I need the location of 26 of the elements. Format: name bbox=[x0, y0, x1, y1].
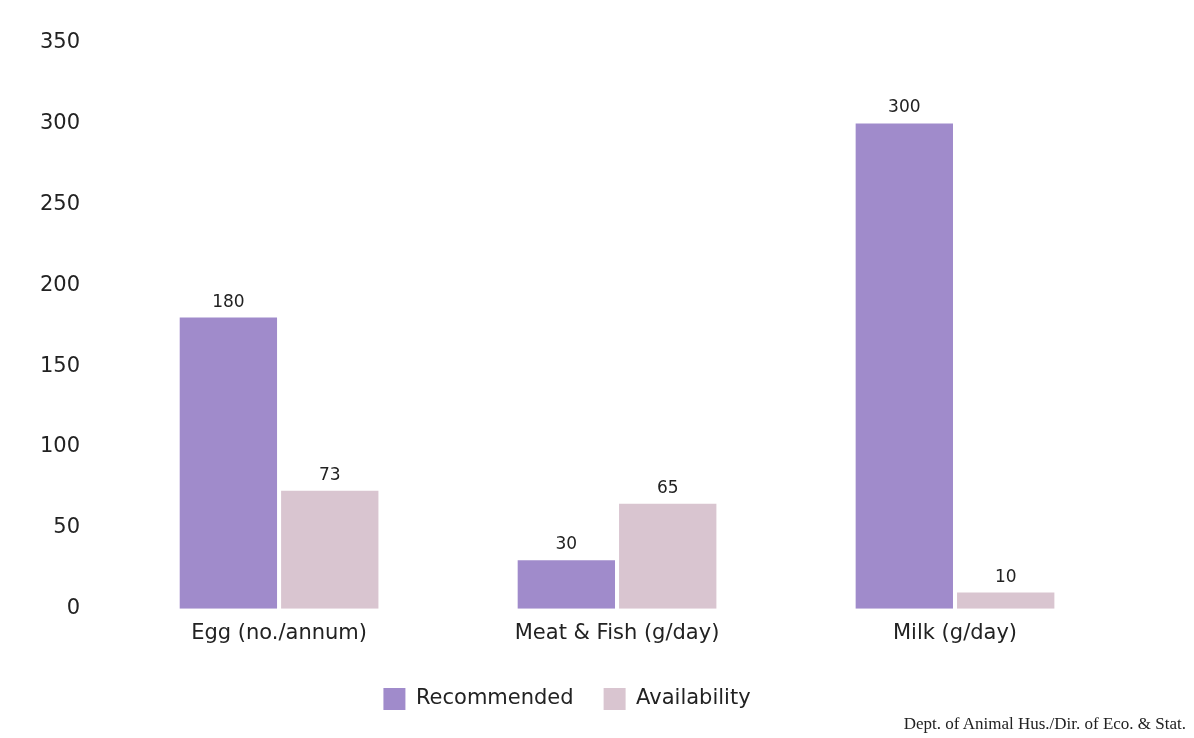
y-tick-label: 0 bbox=[66, 595, 81, 620]
x-tick-label: Meat & Fish (g/day) bbox=[514, 619, 720, 644]
bar bbox=[855, 123, 953, 609]
data-label: 30 bbox=[555, 533, 578, 554]
y-tick-label: 150 bbox=[39, 352, 81, 377]
y-tick-label: 350 bbox=[39, 29, 81, 54]
y-tick-label: 250 bbox=[39, 190, 81, 215]
y-tick-label: 200 bbox=[39, 271, 81, 296]
bar bbox=[619, 503, 717, 609]
legend-label: Availability bbox=[636, 685, 751, 710]
y-tick-label: 300 bbox=[39, 109, 81, 134]
data-label: 300 bbox=[888, 96, 921, 117]
data-label: 65 bbox=[656, 476, 679, 497]
data-label: 10 bbox=[994, 565, 1017, 586]
legend-label: Recommended bbox=[415, 685, 574, 710]
y-tick-label: 100 bbox=[39, 433, 81, 458]
bar bbox=[281, 490, 379, 609]
data-label: 180 bbox=[212, 290, 245, 311]
y-tick-label: 50 bbox=[53, 514, 81, 539]
x-tick-label: Milk (g/day) bbox=[892, 619, 1018, 644]
bar bbox=[179, 317, 278, 609]
data-label: 73 bbox=[318, 463, 341, 484]
bar bbox=[517, 560, 616, 609]
bar bbox=[957, 592, 1055, 609]
x-tick-label: Egg (no./annum) bbox=[191, 619, 367, 644]
text: Dept. of Animal Hus./Dir. of Eco. & Stat. bbox=[903, 714, 1186, 734]
